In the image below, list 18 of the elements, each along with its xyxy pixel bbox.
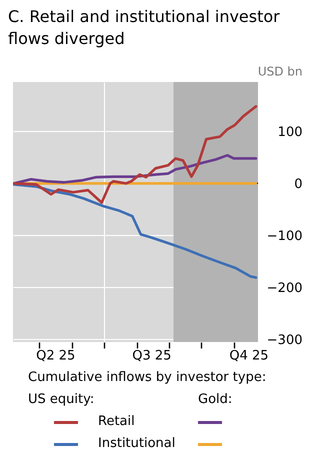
legend-title: Cumulative inflows by investor type: [28,369,266,387]
y-axis-title: USD bn [258,64,302,78]
legend-label: Retail [98,413,135,431]
text: US equity: [28,391,96,409]
y-tick-label: 100 [278,124,302,140]
y-tick-label: 0 [294,176,302,192]
chart-title: C. Retail and institutional investor flows diverged [8,6,281,50]
text: Gold: [198,391,232,409]
x-tick-label: Q4 25 [229,348,269,364]
line-series [13,154,258,185]
line-series [13,183,258,279]
y-tick-label: −300 [266,332,302,348]
y-tick-label: −200 [266,280,302,296]
line-series [13,105,258,204]
x-tick-label: Q3 25 [132,348,172,364]
y-tick-label: −100 [266,228,302,244]
legend-label: Institutional [98,435,176,453]
x-tick-label: Q2 25 [36,348,76,364]
